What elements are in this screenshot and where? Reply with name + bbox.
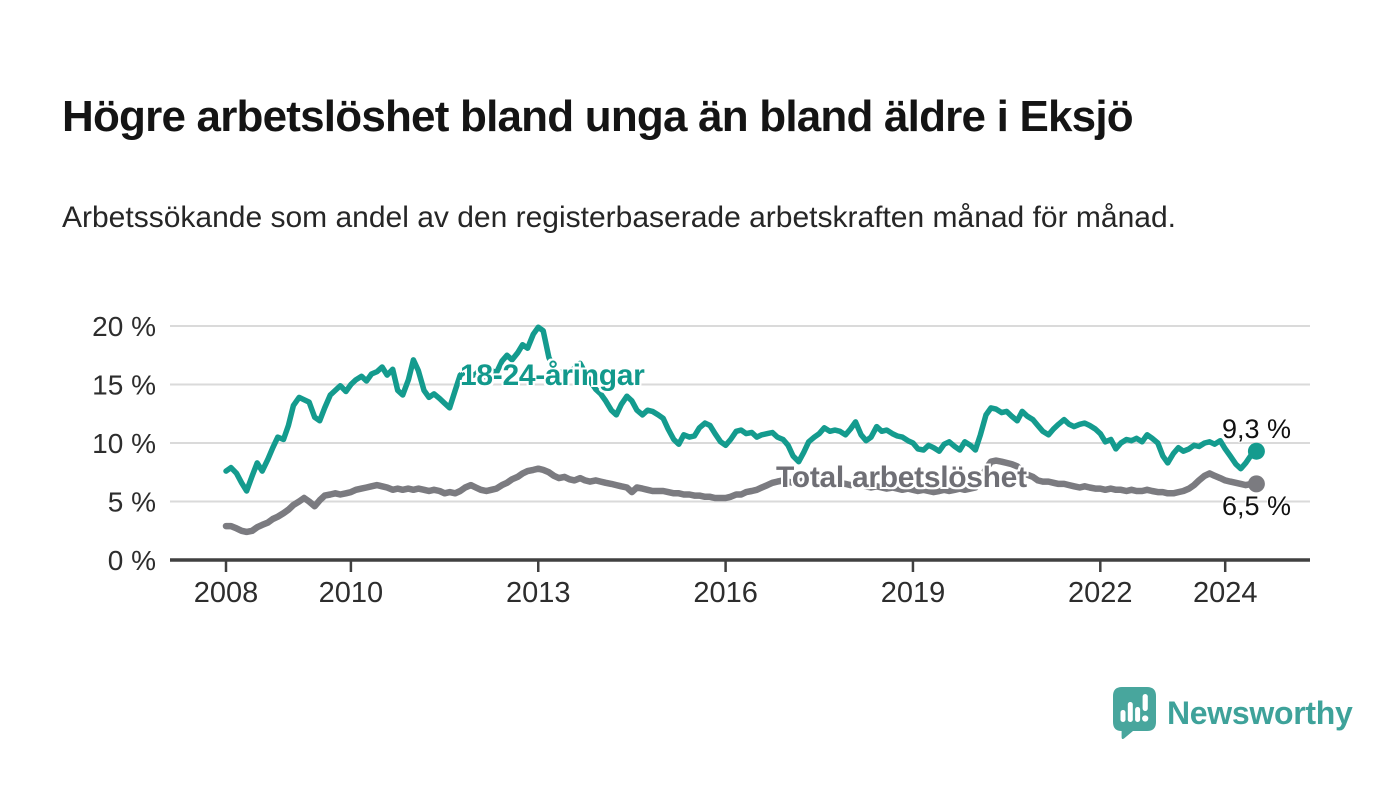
svg-text:20 %: 20 % xyxy=(92,311,156,342)
newsworthy-logo-text: Newsworthy xyxy=(1167,694,1353,731)
svg-text:10 %: 10 % xyxy=(92,428,156,459)
svg-text:2016: 2016 xyxy=(693,577,758,609)
svg-text:2013: 2013 xyxy=(506,577,571,609)
newsworthy-logo: Newsworthy xyxy=(1113,687,1353,739)
speech-bubble-bar-chart-icon xyxy=(1113,687,1156,739)
svg-text:5 %: 5 % xyxy=(108,487,156,518)
end-value-label-total: 6,5 % xyxy=(1222,491,1292,521)
end-value-label-youth: 9,3 % xyxy=(1222,414,1292,444)
svg-text:2022: 2022 xyxy=(1068,577,1133,609)
series-label-youth: 18-24-åringar xyxy=(460,359,645,392)
svg-text:2019: 2019 xyxy=(881,577,946,609)
svg-text:15 %: 15 % xyxy=(92,370,156,401)
svg-text:2010: 2010 xyxy=(319,577,384,609)
svg-text:2008: 2008 xyxy=(194,577,259,609)
svg-text:2024: 2024 xyxy=(1193,577,1258,609)
page-title: Högre arbetslöshet bland unga än bland ä… xyxy=(62,92,1134,142)
series-label-total: Total arbetslöshet xyxy=(776,461,1027,494)
svg-text:0 %: 0 % xyxy=(108,545,156,576)
chart-subtitle: Arbetssökande som andel av den registerb… xyxy=(62,201,1176,234)
